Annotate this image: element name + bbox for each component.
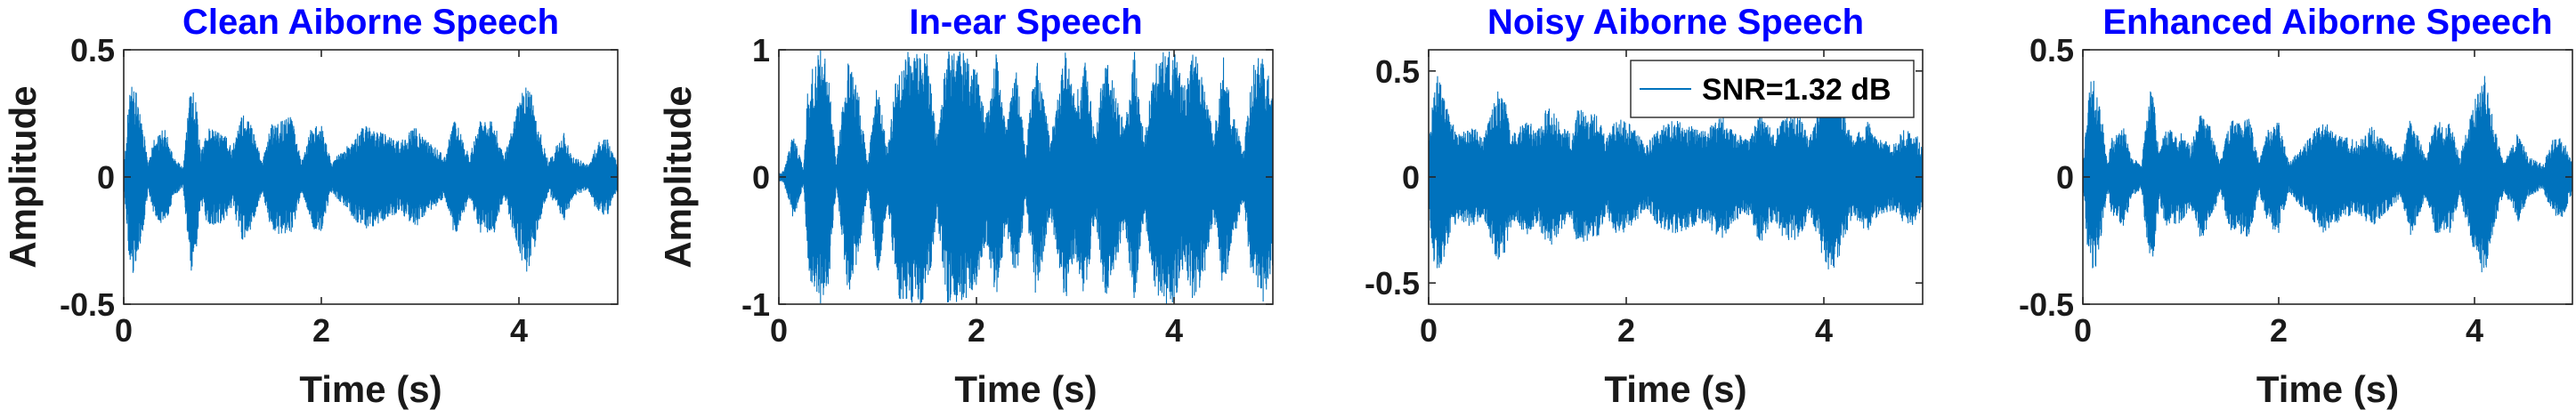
x-tick-label: 4: [1815, 312, 1833, 349]
x-tick-label: 2: [1617, 312, 1635, 349]
y-tick-label: 0: [2056, 159, 2074, 196]
x-tick-label: 0: [1420, 312, 1438, 349]
y-tick-label: -1: [741, 286, 770, 323]
y-tick-label: 0: [752, 159, 770, 196]
x-tick-label: 0: [770, 312, 788, 349]
x-tick-label: 2: [968, 312, 985, 349]
y-tick-label: 0.5: [1375, 53, 1420, 90]
chart-title: Clean Aiborne Speech: [182, 3, 559, 42]
waveform-trace: [1429, 76, 1923, 269]
x-tick-label: 2: [2270, 312, 2288, 349]
x-axis-label: Time (s): [2256, 368, 2399, 410]
y-axis-label: Amplitude: [657, 85, 699, 268]
chart-title: Noisy Aiborne Speech: [1487, 3, 1864, 42]
chart-title: In-ear Speech: [909, 3, 1142, 42]
x-tick-label: 0: [2074, 312, 2092, 349]
y-axis-label: Amplitude: [2, 85, 44, 268]
legend: SNR=1.32 dB: [1630, 60, 1915, 118]
y-tick-label: 0: [97, 159, 115, 196]
y-tick-label: -0.5: [2019, 286, 2074, 323]
x-axis-label: Time (s): [299, 368, 441, 410]
x-tick-label: 4: [510, 312, 528, 349]
x-tick-label: 2: [312, 312, 330, 349]
y-tick-label: 0: [1402, 159, 1420, 196]
y-tick-label: 1: [752, 32, 770, 68]
waveform-trace: [124, 86, 618, 273]
legend-label: SNR=1.32 dB: [1702, 73, 1891, 107]
waveform-trace: [779, 50, 1273, 304]
y-tick-label: -0.5: [1365, 265, 1420, 301]
y-tick-label: -0.5: [60, 286, 115, 323]
legend-box: [1630, 60, 1915, 118]
x-axis-label: Time (s): [954, 368, 1097, 410]
x-tick-label: 4: [2466, 312, 2483, 349]
y-tick-label: 0.5: [70, 32, 115, 68]
waveform-trace: [2083, 76, 2572, 273]
x-tick-label: 4: [1165, 312, 1183, 349]
x-axis-label: Time (s): [1604, 368, 1746, 410]
y-tick-label: 0.5: [2029, 32, 2074, 68]
x-tick-label: 0: [115, 312, 133, 349]
chart-title: Enhanced Aiborne Speech: [2102, 3, 2552, 42]
